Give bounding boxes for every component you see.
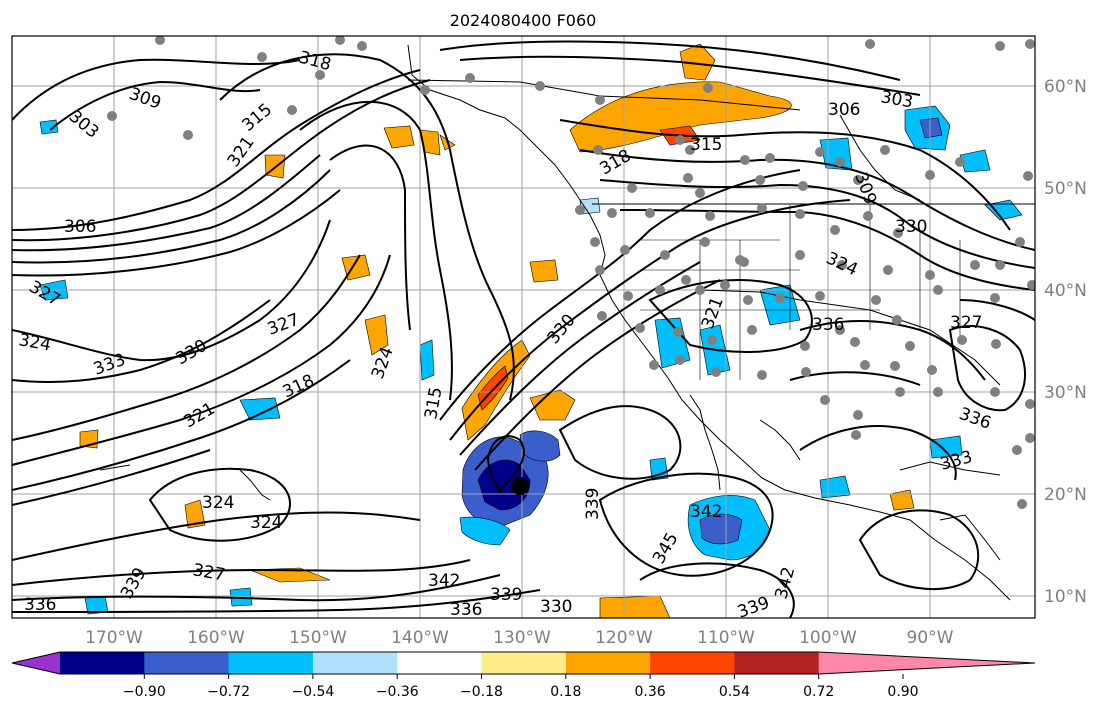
colorbar-tick-label: 0.90 xyxy=(887,684,918,700)
colorbar-segment xyxy=(397,652,482,674)
colorbar-tick-label: 0.36 xyxy=(635,684,666,700)
contour-label: 306 xyxy=(828,100,860,120)
lon-label: 150°W xyxy=(289,628,347,648)
contour-label: 336 xyxy=(450,600,482,620)
lon-label: 90°W xyxy=(907,628,954,648)
colorbar-segment xyxy=(144,652,230,674)
contour-label: 324 xyxy=(250,513,282,533)
contour-label: 339 xyxy=(583,488,603,520)
contour-label: 342 xyxy=(428,571,460,591)
lon-label: 120°W xyxy=(595,628,653,648)
colorbar-tick-label: −0.90 xyxy=(123,684,166,700)
colorbar-segment xyxy=(650,652,735,674)
lon-label: 160°W xyxy=(187,628,245,648)
map-area: 318 309 303 315 321 306 327 324 333 330 … xyxy=(12,36,1035,620)
lat-label: 60°N xyxy=(1044,77,1087,97)
colorbar-tick-label: 0.18 xyxy=(550,684,581,700)
lat-label: 20°N xyxy=(1044,485,1087,505)
contour-label: 306 xyxy=(64,217,96,237)
map-title: 2024080400 F060 xyxy=(450,11,597,30)
colorbar-segment xyxy=(60,652,145,674)
contour-label: 324 xyxy=(202,493,234,513)
lat-label: 50°N xyxy=(1044,179,1087,199)
colorbar-segment xyxy=(481,652,567,674)
colorbar-tick-label: −0.18 xyxy=(460,684,503,700)
contour-label: 339 xyxy=(490,585,522,605)
state-borders xyxy=(640,204,961,380)
colorbar: −0.90 −0.72 −0.54 −0.36 −0.18 0.18 0.36 0.54 0.7… xyxy=(11,651,1036,700)
lon-label: 170°W xyxy=(85,628,143,648)
colorbar-extend-min xyxy=(12,652,60,674)
latitude-axis: 60°N 50°N 40°N 30°N 20°N 10°N xyxy=(1044,77,1087,607)
station-dots xyxy=(107,36,1035,509)
contour-label: 336 xyxy=(812,315,844,335)
colorbar-tick-label: 0.72 xyxy=(803,684,834,700)
colorbar-segment xyxy=(228,652,314,674)
colorbar-outline xyxy=(11,651,1036,675)
lon-label: 140°W xyxy=(391,628,449,648)
colorbar-tick-label: −0.36 xyxy=(376,684,419,700)
contour-lines xyxy=(12,40,1035,618)
contour-label: 330 xyxy=(540,597,572,617)
lat-label: 40°N xyxy=(1044,281,1087,301)
contour-label: 327 xyxy=(950,313,982,333)
lat-label: 10°N xyxy=(1044,587,1087,607)
colorbar-segment xyxy=(312,652,398,674)
lat-label: 30°N xyxy=(1044,383,1087,403)
contour-label: 336 xyxy=(24,595,56,615)
contour-label: 330 xyxy=(895,217,927,237)
contour-label: 342 xyxy=(690,502,722,522)
longitude-axis: 170°W 160°W 150°W 140°W 130°W 120°W 110°… xyxy=(85,628,954,648)
storm-marker xyxy=(511,477,529,495)
contour-label: 315 xyxy=(690,135,722,155)
lon-label: 100°W xyxy=(799,628,857,648)
lon-label: 130°W xyxy=(493,628,551,648)
colorbar-segment xyxy=(734,652,820,674)
map-frame xyxy=(11,35,1036,619)
colorbar-segment xyxy=(565,652,651,674)
colorbar-tick-label: −0.54 xyxy=(291,684,334,700)
colorbar-extend-max xyxy=(818,652,1035,674)
lon-label: 110°W xyxy=(697,628,755,648)
colorbar-tick-label: −0.72 xyxy=(207,684,250,700)
colorbar-tick-label: 0.54 xyxy=(719,684,750,700)
